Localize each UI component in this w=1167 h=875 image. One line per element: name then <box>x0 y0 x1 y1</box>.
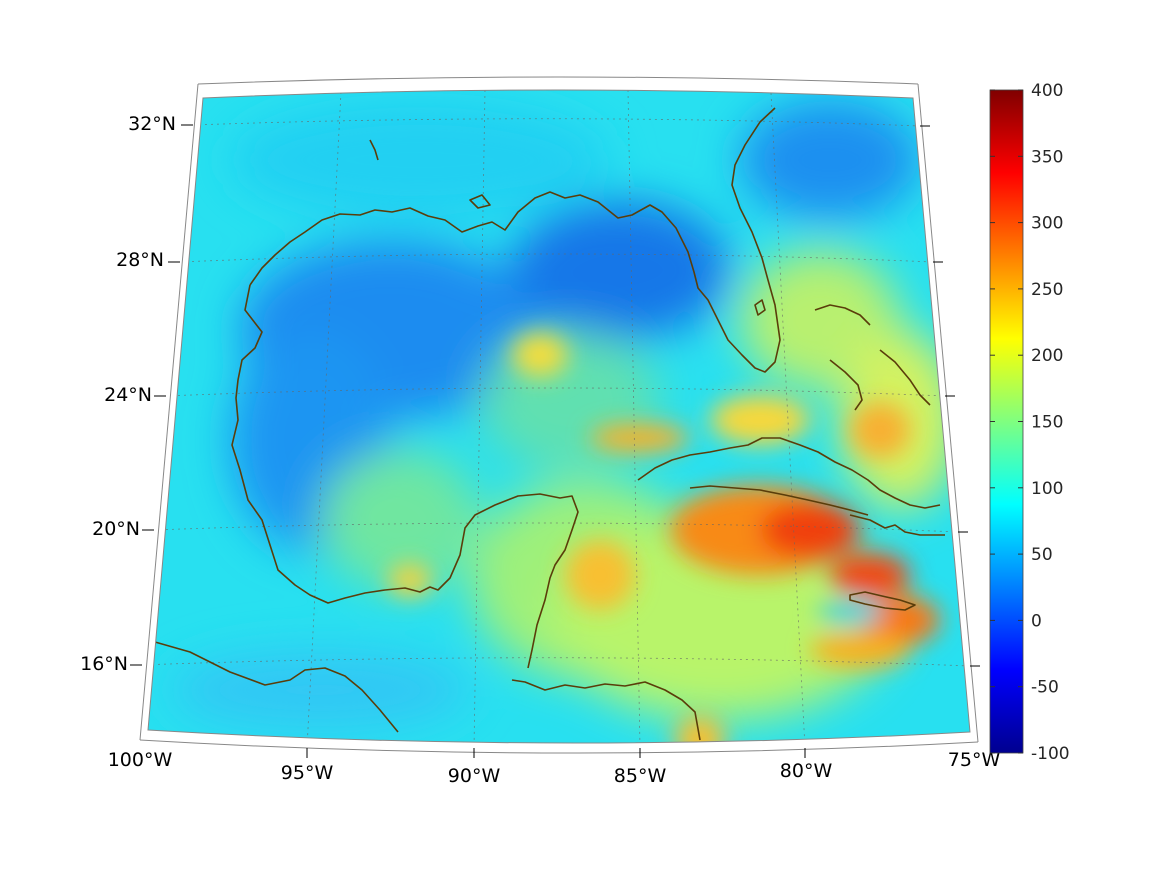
colorbar-tick-label: 250 <box>1031 280 1063 300</box>
map-frame <box>139 76 979 754</box>
graticule <box>148 90 970 744</box>
colorbar-tick-label: 150 <box>1031 413 1063 433</box>
colorbar-tick-label: -50 <box>1031 678 1059 698</box>
lat-label-32n: 32°N <box>128 113 176 135</box>
colorbar-ticks <box>990 89 1023 754</box>
coastlines <box>154 107 945 741</box>
colorbar-tick-label: 100 <box>1031 479 1063 499</box>
lat-label-24n: 24°N <box>104 384 152 406</box>
colorbar-tick-label: 300 <box>1031 214 1063 234</box>
lat-label-16n: 16°N <box>80 653 128 675</box>
heatmap-field <box>148 90 970 744</box>
lat-label-20n: 20°N <box>92 518 140 540</box>
colorbar-tick-label: 350 <box>1031 147 1063 167</box>
colorbar: 400 350 300 250 200 150 100 50 0 -50 -100 <box>989 81 1070 764</box>
lon-label-95w: 95°W <box>281 762 334 784</box>
ticks <box>130 124 980 758</box>
lon-label-90w: 90°W <box>448 765 501 787</box>
lon-labels: 100°W 95°W 90°W 85°W 80°W 75°W <box>108 749 1001 787</box>
lon-label-100w: 100°W <box>108 749 173 771</box>
colorbar-tick-label: 50 <box>1031 545 1053 565</box>
colorbar-tick-label: 200 <box>1031 346 1063 366</box>
colorbar-tick-label: 0 <box>1031 611 1042 631</box>
colorbar-tick-label: -100 <box>1031 744 1070 764</box>
lon-label-85w: 85°W <box>614 765 667 787</box>
lat-labels: 32°N 28°N 24°N 20°N 16°N <box>80 113 176 675</box>
lon-label-75w: 75°W <box>948 749 1001 771</box>
lat-label-28n: 28°N <box>116 249 164 271</box>
colorbar-tick-labels: 400 350 300 250 200 150 100 50 0 -50 -100 <box>1031 81 1070 764</box>
colorbar-ramp <box>989 89 1024 754</box>
colorbar-tick-label: 400 <box>1031 81 1063 101</box>
lon-label-80w: 80°W <box>780 760 833 782</box>
